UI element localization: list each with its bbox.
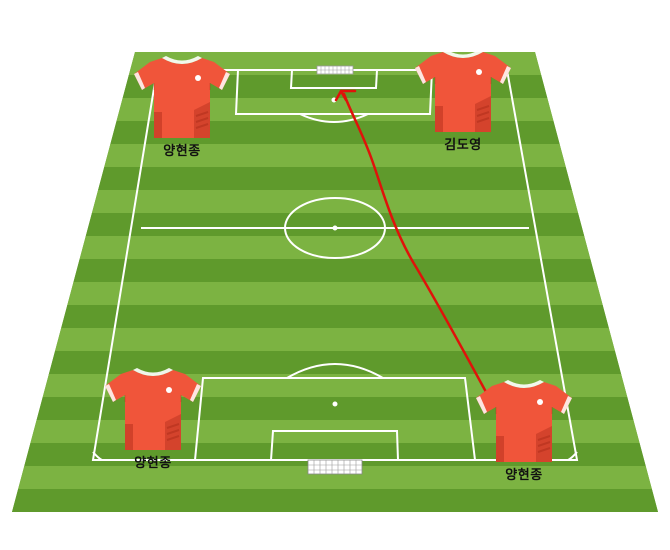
grass-stripe xyxy=(12,213,658,237)
red-jersey-icon xyxy=(415,50,511,132)
player-name: 양현종 xyxy=(505,468,543,483)
grass-stripe xyxy=(12,236,658,260)
top-penalty-arc xyxy=(299,113,369,123)
player-name: 김도영 xyxy=(444,138,482,153)
pitch-lines xyxy=(91,69,579,461)
player-top-left[interactable]: 양현종 xyxy=(127,50,237,159)
player-name: 양현종 xyxy=(134,456,172,471)
red-jersey-icon xyxy=(134,56,230,138)
player-bottom-left[interactable]: 양현종 xyxy=(98,362,208,471)
grass-stripe xyxy=(12,282,658,306)
grass-stripe xyxy=(12,351,658,375)
red-jersey-icon xyxy=(105,368,201,450)
grass-stripe xyxy=(12,259,658,283)
grass-stripe xyxy=(12,75,658,99)
grass-stripe xyxy=(12,305,658,329)
grass-stripe xyxy=(12,144,658,168)
player-name: 양현종 xyxy=(163,144,201,159)
grass-stripe xyxy=(12,328,658,352)
bottom-goal-net xyxy=(307,459,363,475)
corner-arc-bl xyxy=(92,451,103,461)
grass-stripe xyxy=(12,489,658,512)
center-circle xyxy=(284,197,386,259)
center-spot xyxy=(332,225,338,231)
red-jersey-icon xyxy=(476,380,572,462)
pass-arrow-icon xyxy=(334,89,488,394)
top-goal-net xyxy=(316,65,354,75)
grass-stripe xyxy=(12,167,658,191)
grass-stripe xyxy=(12,190,658,214)
grass-stripe xyxy=(12,466,658,490)
player-top-right[interactable]: 김도영 xyxy=(408,44,518,153)
bottom-penalty-spot xyxy=(332,401,338,407)
bottom-penalty-area xyxy=(193,377,477,461)
bottom-penalty-arc xyxy=(286,363,384,379)
grass-stripe xyxy=(12,121,658,145)
bottom-goal-area xyxy=(269,430,400,461)
corner-arc-br xyxy=(567,451,578,461)
player-bottom-right[interactable]: 양현종 xyxy=(469,374,579,483)
